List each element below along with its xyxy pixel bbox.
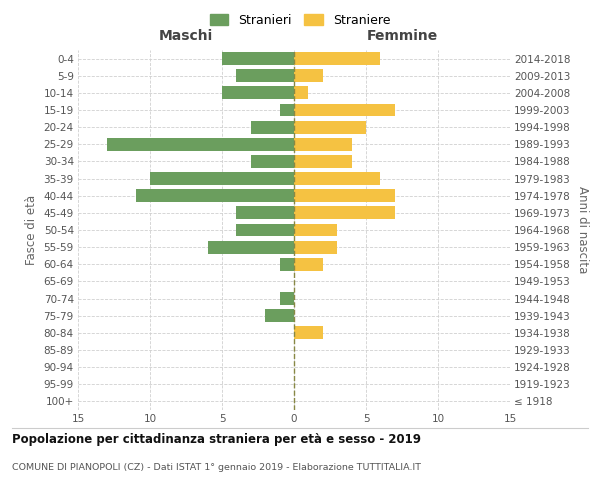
Bar xyxy=(294,224,337,236)
Bar xyxy=(294,86,308,100)
Bar xyxy=(208,240,294,254)
Bar xyxy=(294,172,380,185)
Bar xyxy=(265,310,294,322)
Bar xyxy=(294,240,337,254)
Bar xyxy=(251,120,294,134)
Bar xyxy=(150,172,294,185)
Y-axis label: Anni di nascita: Anni di nascita xyxy=(577,186,589,274)
Bar xyxy=(294,70,323,82)
Bar xyxy=(294,138,352,150)
Bar xyxy=(280,292,294,305)
Bar xyxy=(294,258,323,270)
Text: Femmine: Femmine xyxy=(367,29,437,43)
Bar xyxy=(294,206,395,220)
Bar xyxy=(294,52,380,65)
Bar xyxy=(294,120,366,134)
Bar xyxy=(251,155,294,168)
Text: Maschi: Maschi xyxy=(159,29,213,43)
Y-axis label: Fasce di età: Fasce di età xyxy=(25,195,38,265)
Bar xyxy=(107,138,294,150)
Bar xyxy=(280,104,294,117)
Bar xyxy=(294,104,395,117)
Bar xyxy=(294,155,352,168)
Bar xyxy=(280,258,294,270)
Bar xyxy=(222,52,294,65)
Legend: Stranieri, Straniere: Stranieri, Straniere xyxy=(205,8,395,32)
Bar xyxy=(236,224,294,236)
Bar xyxy=(222,86,294,100)
Text: Popolazione per cittadinanza straniera per età e sesso - 2019: Popolazione per cittadinanza straniera p… xyxy=(12,432,421,446)
Bar xyxy=(294,326,323,340)
Bar xyxy=(136,190,294,202)
Bar xyxy=(236,70,294,82)
Bar xyxy=(236,206,294,220)
Bar xyxy=(294,190,395,202)
Text: COMUNE DI PIANOPOLI (CZ) - Dati ISTAT 1° gennaio 2019 - Elaborazione TUTTITALIA.: COMUNE DI PIANOPOLI (CZ) - Dati ISTAT 1°… xyxy=(12,463,421,472)
